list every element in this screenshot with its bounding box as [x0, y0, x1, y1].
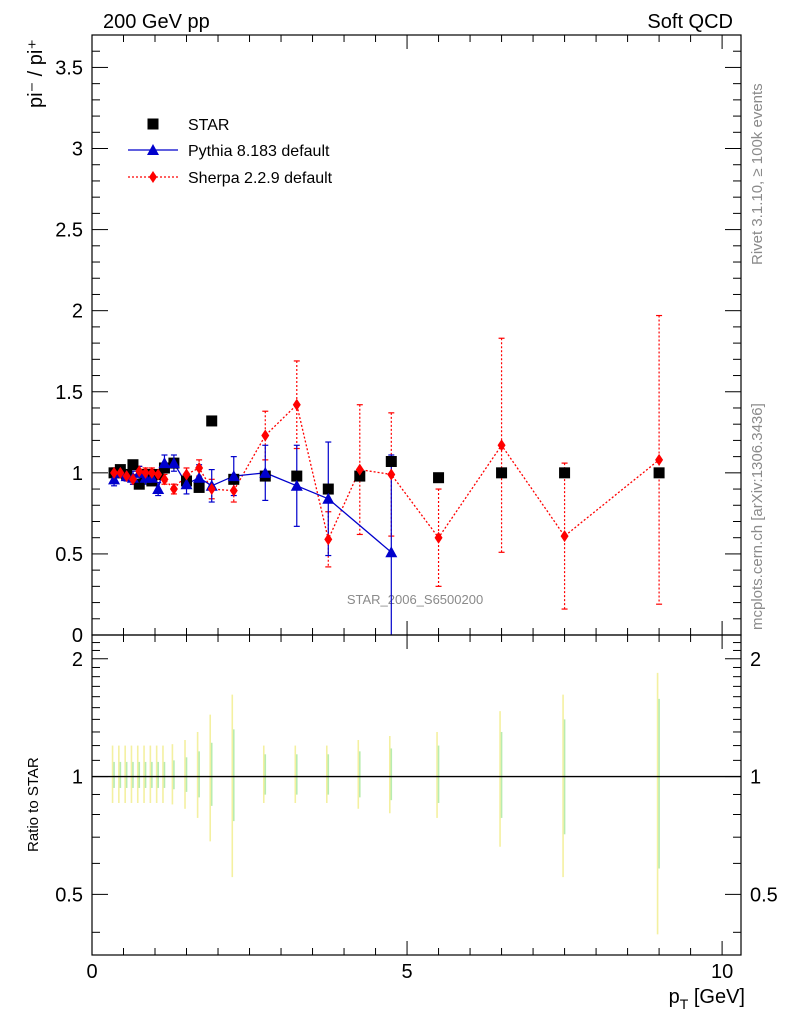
main-ytick-label: 3: [72, 139, 83, 161]
sherpa-point: [497, 439, 506, 452]
legend-marker: [147, 118, 159, 130]
legend: STAR Pythia 8.183 default Sherpa 2.2.9 def…: [128, 117, 333, 187]
main-ytick-label: 1: [72, 463, 83, 485]
main-ytick-label: 0.5: [55, 544, 83, 566]
pythia-point: [193, 471, 206, 483]
x-tick-label: 10: [711, 961, 733, 983]
star-point: [496, 467, 508, 479]
star-point: [559, 467, 571, 479]
legend-marker: [149, 171, 157, 183]
xlabel: pT [GeV]: [669, 986, 745, 1012]
sherpa-point: [128, 473, 137, 486]
legend-label: Pythia 8.183 default: [188, 143, 330, 160]
star-point: [206, 415, 218, 427]
ratio-ylabel: Ratio to STAR: [25, 757, 42, 852]
sherpa-point: [560, 530, 569, 543]
sherpa-point: [154, 468, 163, 481]
legend-marker: [147, 144, 159, 155]
star-point: [385, 455, 397, 467]
ratio-frame: [91, 634, 742, 956]
pythia-point: [158, 457, 171, 469]
main-plot-area: [108, 314, 665, 635]
header-right: Soft QCD: [647, 11, 733, 33]
sherpa-point: [182, 468, 191, 481]
sherpa-point: [207, 483, 216, 496]
sherpa-point: [169, 483, 178, 496]
sherpa-point: [324, 533, 333, 546]
star-point: [653, 467, 665, 479]
mcplots-label: mcplots.cern.ch [arXiv:1306.3436]: [749, 403, 766, 630]
main-ytick-label: 3.5: [55, 57, 83, 79]
ratio-ytick-label: 1: [72, 767, 83, 789]
sherpa-point: [122, 470, 131, 483]
sherpa-point: [110, 466, 119, 479]
sherpa-point: [292, 398, 301, 411]
main-ytick-label: 0: [72, 625, 83, 647]
ratio-ytick-label-right: 2: [750, 649, 761, 671]
star-point: [322, 483, 334, 495]
sherpa-point: [655, 453, 664, 466]
sherpa-point: [387, 468, 396, 481]
series-line-diamond: [114, 403, 660, 542]
sherpa-point: [355, 463, 364, 476]
main-panel: 0 0.5 1 1.5 2 2.5 3 3.5: [55, 34, 742, 647]
x-tick-label: 5: [401, 961, 412, 983]
pythia-point: [385, 546, 398, 558]
sherpa-point: [160, 473, 169, 486]
pythia-point: [180, 478, 193, 490]
ratio-ytick-label-right: 0.5: [750, 884, 778, 906]
main-ytick-label: 1.5: [55, 382, 83, 404]
legend-label: Sherpa 2.2.9 default: [188, 170, 333, 187]
sherpa-point: [261, 429, 270, 442]
sherpa-point: [141, 466, 150, 479]
legend-label: STAR: [188, 117, 229, 134]
sherpa-point: [147, 466, 156, 479]
ratio-bands: [111, 672, 660, 935]
star-point: [433, 472, 445, 484]
main-ylabel-text: pi⁻ / pi⁺: [25, 39, 47, 108]
pythia-point: [167, 457, 180, 469]
pythia-point: [152, 483, 165, 495]
sherpa-point: [135, 465, 144, 478]
main-ytick-label: 2.5: [55, 220, 83, 242]
sherpa-point: [229, 484, 238, 497]
pythia-point: [259, 466, 272, 478]
star-point: [133, 478, 145, 490]
rivet-label: Rivet 3.1.10, ≥ 100k events: [749, 83, 766, 265]
ratio-ytick-label: 0.5: [55, 884, 83, 906]
x-tick-label: 0: [86, 961, 97, 983]
sherpa-point: [116, 466, 125, 479]
ratio-ytick-label: 2: [72, 649, 83, 671]
watermark: STAR_2006_S6500200: [347, 592, 483, 607]
star-point: [291, 470, 303, 482]
ratio-ytick-label-right: 1: [750, 767, 761, 789]
sherpa-point: [195, 461, 204, 474]
pythia-point: [322, 492, 335, 504]
ratio-panel: 0 5 10 0.5 0.5 1 1 2 2: [55, 634, 778, 983]
sherpa-point: [434, 531, 443, 544]
pythia-point: [290, 479, 303, 491]
header-left: 200 GeV pp: [103, 11, 210, 33]
star-point: [354, 470, 366, 482]
star-point: [193, 481, 205, 493]
main-ylabel: pi⁻ / pi⁺: [25, 39, 47, 108]
main-ytick-label: 2: [72, 301, 83, 323]
star-point: [127, 459, 139, 471]
pythia-point: [227, 470, 240, 482]
